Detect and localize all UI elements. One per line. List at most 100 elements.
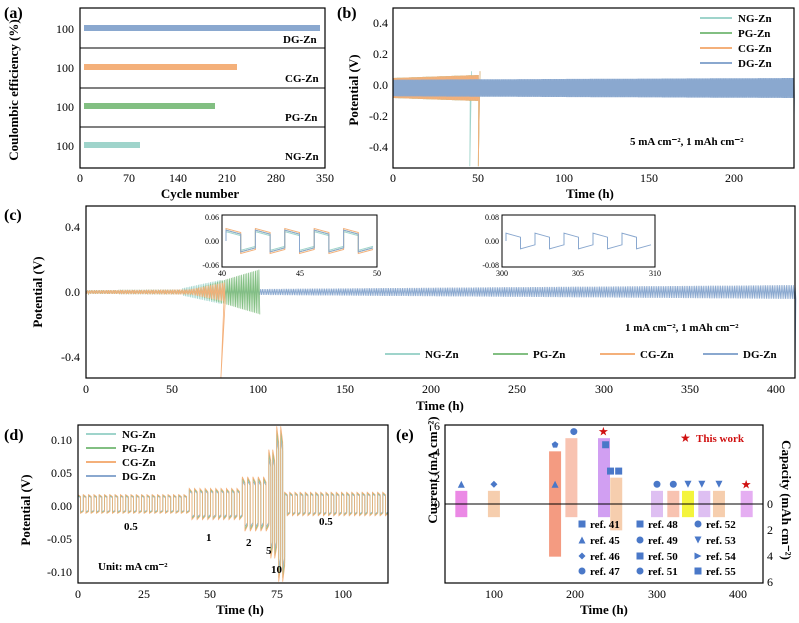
panel-d-yticks: 0.10 0.05 0.00 -0.05 -0.10 [47, 433, 72, 579]
legend-label: ref. 52 [706, 519, 736, 531]
legend-label-cg: CG-Zn [738, 43, 772, 55]
current-bar [598, 438, 610, 504]
panel-c-inset-1: 0.06 0.00 -0.06 40 45 50 [202, 213, 381, 278]
legend-marker [636, 536, 644, 544]
inset-ytick: 0.06 [205, 213, 219, 222]
panel-a-xtick: 210 [218, 171, 236, 185]
inset-xtick: 305 [572, 269, 584, 278]
inset-xtick: 50 [373, 269, 381, 278]
panel-c-legend: NG-Zn PG-Zn CG-Zn DG-Zn [385, 349, 777, 361]
legend-marker [578, 536, 586, 544]
panel-a-strip-dg: 100 DG-Zn [56, 22, 320, 46]
rate-label: 5 [266, 545, 272, 557]
panel-b-xlabel: Time (h) [566, 186, 614, 201]
panel-e-ytick: 0 [434, 497, 440, 511]
trace-cg-zn [85, 282, 226, 379]
panel-e: (e) Current (mA cm⁻²) Capacity (mAh cm⁻²… [396, 416, 794, 617]
ref-marker-circle [570, 428, 578, 436]
rate-label: 0.5 [124, 521, 138, 533]
trace [77, 426, 389, 582]
inset-ytick: 0.08 [485, 213, 499, 222]
panel-e-ytick-right: 6 [767, 575, 773, 589]
ref-marker-pentagon [551, 441, 559, 448]
current-bar [487, 490, 500, 504]
panel-a: (a) Coulombic efficiency (%) 100 DG-Zn 1… [4, 5, 334, 201]
panel-d-ytick: 0.05 [51, 466, 72, 480]
panel-d-xtick: 0 [75, 587, 81, 601]
inset-trace [505, 232, 652, 250]
current-bar [681, 490, 694, 504]
current-bar [651, 490, 663, 504]
panel-a-strip-label: PG-Zn [285, 112, 317, 124]
capacity-bar [740, 504, 753, 518]
this-work-label: This work [696, 433, 745, 445]
legend-label: ref. 48 [648, 519, 678, 531]
panel-d-ytick: 0.10 [51, 433, 72, 447]
panel-d-xticks: 0 25 50 75 100 [75, 587, 352, 601]
panel-e-ytick-right: 2 [767, 523, 773, 537]
panel-a-xtick: 350 [316, 171, 334, 185]
panel-d-plot-area [77, 426, 389, 582]
panel-b-xtick: 150 [640, 171, 658, 185]
panel-e-ytick-right: 0 [767, 497, 773, 511]
panel-a-strip-pg: 100 PG-Zn [56, 100, 317, 124]
panel-b-yticks: 0.4 0.2 0.0 -0.2 -0.4 [369, 16, 388, 154]
panel-e-ytick: 4 [434, 445, 440, 459]
panel-c-ytick: 0.0 [65, 285, 80, 299]
current-bar [549, 451, 562, 504]
current-bar [565, 438, 578, 504]
panel-d: (d) Potential (V) 0.10 0.05 0.00 -0.05 -… [4, 424, 389, 617]
legend-label-dg: DG-Zn [743, 349, 777, 361]
legend-marker [578, 567, 586, 575]
rate-label: 2 [246, 537, 252, 549]
legend-label-dg: DG-Zn [122, 471, 156, 483]
ref-marker-triangle-down [715, 480, 723, 488]
this-work-legend: ★ This work [680, 431, 745, 445]
panel-a-ytick: 100 [56, 22, 74, 36]
inset-ytick: -0.06 [202, 261, 219, 270]
panel-e-xtick: 400 [729, 587, 747, 601]
legend-label: ref. 51 [648, 566, 678, 578]
panel-c-plot-area [85, 269, 797, 379]
panel-c-frame [85, 205, 796, 379]
panel-b-label: (b) [337, 5, 357, 22]
panel-c-label: (c) [4, 207, 22, 224]
panel-b-ytick: 0.2 [373, 47, 388, 61]
panel-e-legend: ref. 41 ref. 48 ref. 52 ref. 45 ref. 49 ref. … [578, 519, 736, 578]
panel-c-xtick: 200 [422, 382, 440, 396]
panel-e-label: (e) [396, 427, 414, 444]
panel-e-xtick: 300 [648, 587, 666, 601]
legend-label-pg: PG-Zn [738, 28, 770, 40]
panel-b: (b) Potential (V) 0.4 0.2 0.0 -0.2 -0.4 … [337, 5, 795, 201]
ref-marker-square [607, 467, 615, 475]
legend-label: ref. 41 [590, 519, 620, 531]
star-icon: ★ [598, 425, 609, 439]
panel-c-xtick: 250 [508, 382, 526, 396]
panel-d-label: (d) [4, 427, 24, 444]
panel-a-xtick: 70 [123, 171, 135, 185]
panel-a-xticks: 0 70 140 210 280 350 [77, 171, 334, 185]
panel-a-xtick: 280 [267, 171, 285, 185]
panel-e-yticks-right: 0 2 4 6 [767, 497, 773, 589]
panel-c-xtick: 100 [249, 382, 267, 396]
panel-a-ytick: 100 [56, 139, 74, 153]
ref-marker-diamond [490, 480, 498, 488]
panel-b-ytick: 0.0 [373, 78, 388, 92]
legend-label: ref. 53 [706, 535, 736, 547]
panel-c-yticks: 0.4 0.0 -0.4 [61, 220, 80, 364]
inset-trace [225, 229, 374, 253]
capacity-bar [565, 504, 578, 518]
panel-c-xtick: 350 [681, 382, 699, 396]
panel-d-ytick: -0.10 [47, 565, 72, 579]
current-bar [712, 490, 725, 504]
legend-label: ref. 46 [590, 551, 620, 563]
panel-c-xlabel: Time (h) [416, 398, 464, 413]
rate-label: 0.5 [319, 516, 333, 528]
ref-marker-triangle [457, 480, 465, 488]
inset-ytick: 0.00 [485, 237, 499, 246]
panel-c-annotation: 1 mA cm⁻², 1 mAh cm⁻² [625, 322, 739, 334]
panel-a-xtick: 0 [77, 171, 83, 185]
panel-e-ytick: 2 [434, 471, 440, 485]
capacity-bar [667, 504, 680, 518]
